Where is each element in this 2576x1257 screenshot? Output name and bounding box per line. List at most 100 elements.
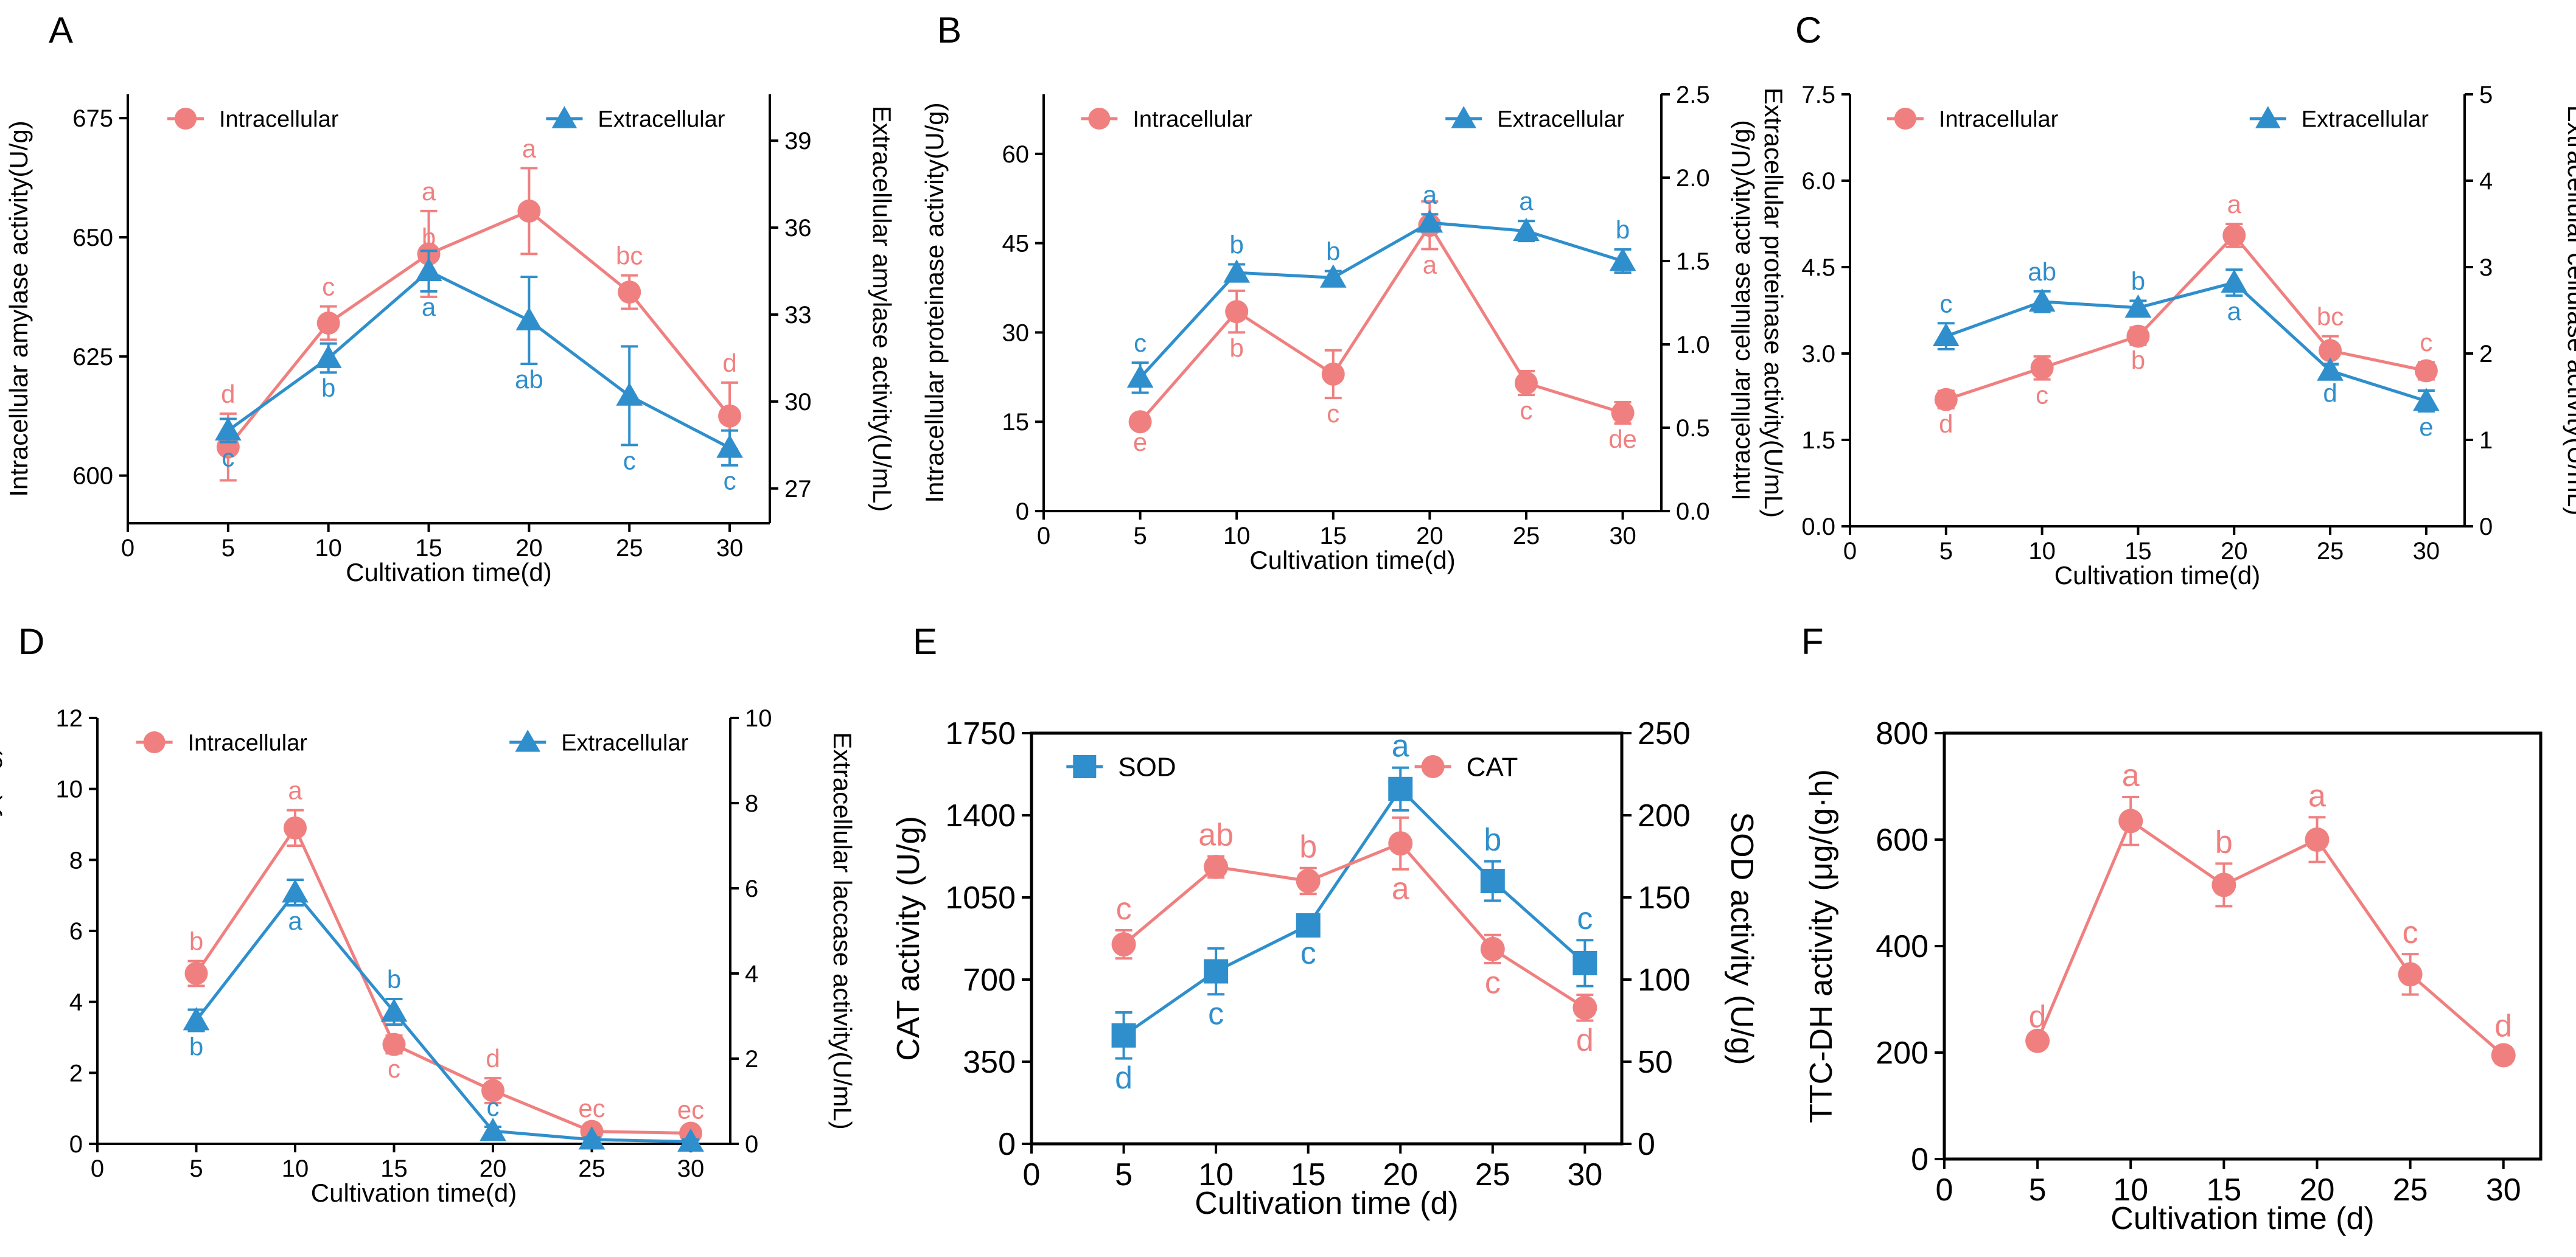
data-point — [481, 1079, 504, 1102]
legend-label: Intracellular — [188, 730, 308, 756]
series-extracellular: c b b a a b Extracellular — [1126, 106, 1636, 394]
significance-label: c — [388, 1054, 400, 1083]
data-point — [2491, 1043, 2516, 1068]
data-point — [2305, 827, 2330, 852]
legend-marker — [1894, 107, 1916, 130]
panel-label: C — [1795, 10, 1821, 50]
data-point — [2028, 288, 2056, 312]
legend-label: Intracellular — [219, 106, 339, 132]
data-point — [184, 962, 208, 985]
legend-marker — [1421, 755, 1445, 778]
significance-label: c — [1577, 901, 1593, 936]
x-tick-label: 0 — [1023, 1157, 1041, 1193]
data-point — [2317, 357, 2344, 381]
y-tick-label-right: 10 — [745, 705, 772, 732]
data-point — [316, 312, 340, 335]
x-tick-label: 0 — [121, 535, 134, 562]
data-point — [1126, 364, 1154, 388]
significance-label: b — [1484, 823, 1501, 858]
y-tick-label-left: 12 — [56, 705, 83, 732]
significance-label: c — [487, 1093, 500, 1121]
data-point — [380, 998, 408, 1022]
x-tick-label: 10 — [315, 535, 342, 562]
x-tick-label: 25 — [1475, 1157, 1510, 1193]
significance-label: d — [722, 349, 736, 377]
y-tick-label-left: 4 — [69, 989, 83, 1016]
significance-label: a — [1392, 871, 1409, 907]
significance-label: c — [1520, 396, 1532, 425]
significance-label: a — [1392, 729, 1409, 764]
data-point — [1204, 854, 1229, 879]
significance-label: d — [1115, 1060, 1133, 1096]
y-tick-label-right: 36 — [784, 215, 812, 242]
series-line — [1122, 841, 1586, 1009]
y-tick-label-left: 60 — [1002, 141, 1030, 168]
significance-label: b — [1230, 333, 1244, 362]
significance-label: b — [189, 1032, 203, 1060]
y-tick-label-right: 150 — [1638, 880, 1691, 916]
legend-label: SOD — [1118, 752, 1176, 782]
x-tick-label: 30 — [1609, 523, 1636, 549]
y-tick-label-right: 4 — [2479, 168, 2493, 195]
x-tick-label: 5 — [222, 535, 235, 562]
y-tick-label-right: 0.0 — [1676, 498, 1710, 525]
data-point — [214, 417, 242, 440]
x-tick-label: 25 — [1513, 523, 1540, 549]
series-line — [226, 209, 731, 448]
y-tick-label-left: 4.5 — [1801, 254, 1835, 281]
data-point — [1128, 410, 1152, 434]
y-tick-label-left: 0 — [1016, 498, 1029, 525]
panel-c: C 0 5 10 15 20 25 30 0.0 1.5 3.0 4.5 6.0 7.5 0 1 2 3 4 5 Cul… — [1726, 10, 2576, 590]
data-point — [1934, 388, 1958, 411]
data-point — [2221, 269, 2248, 293]
annotation-label: b — [422, 223, 436, 252]
y-tick-label-left: 0 — [69, 1131, 83, 1158]
y-tick-label-left: 0.0 — [1801, 514, 1835, 540]
y-tick-label-left: 625 — [72, 344, 113, 371]
y-tick-label-right: 30 — [784, 389, 812, 416]
significance-label: c — [222, 444, 234, 472]
significance-label: d — [1939, 409, 1953, 438]
x-tick-label: 15 — [1291, 1157, 1326, 1193]
panel-label: A — [49, 10, 73, 50]
x-tick-label: 30 — [716, 535, 744, 562]
significance-label: b — [2131, 346, 2145, 375]
x-tick-label: 25 — [2393, 1172, 2428, 1208]
x-tick-label: 5 — [1939, 538, 1953, 565]
y-tick-label-left: 1400 — [945, 798, 1016, 834]
x-tick-label: 20 — [2300, 1172, 2335, 1208]
legend-marker — [174, 107, 197, 130]
y-tick-label-left: 45 — [1002, 231, 1030, 257]
y-tick-label-right: 6 — [745, 876, 758, 902]
series-line — [227, 269, 731, 450]
x-tick-label: 0 — [1037, 523, 1050, 549]
y-axis-title-right: Extracellular proteinase activity(U/mL) — [1759, 88, 1788, 518]
significance-label: c — [1327, 399, 1339, 428]
x-tick-label: 10 — [1198, 1157, 1234, 1193]
legend-marker — [143, 731, 166, 754]
data-point — [2398, 962, 2423, 987]
data-point — [1416, 209, 1443, 233]
data-point — [2124, 294, 2152, 318]
x-tick-label: 30 — [677, 1155, 705, 1182]
significance-label: c — [2036, 381, 2048, 409]
data-point — [2118, 809, 2143, 834]
data-point — [1514, 371, 1538, 395]
data-point — [1932, 322, 1960, 346]
significance-label: bc — [2317, 302, 2344, 331]
significance-label: a — [2227, 190, 2242, 218]
x-tick-label: 15 — [380, 1155, 408, 1182]
data-point — [1480, 936, 1505, 961]
significance-label: b — [1616, 215, 1630, 244]
y-tick-label-right: 2.0 — [1676, 165, 1710, 192]
data-point — [382, 1032, 406, 1056]
significance-label: b — [2215, 824, 2233, 860]
data-point — [2211, 872, 2236, 897]
significance-label: a — [1519, 187, 1534, 215]
y-axis-title-left: Intracellular proteinase activity(U/g) — [920, 102, 949, 503]
significance-label: c — [2420, 328, 2432, 357]
